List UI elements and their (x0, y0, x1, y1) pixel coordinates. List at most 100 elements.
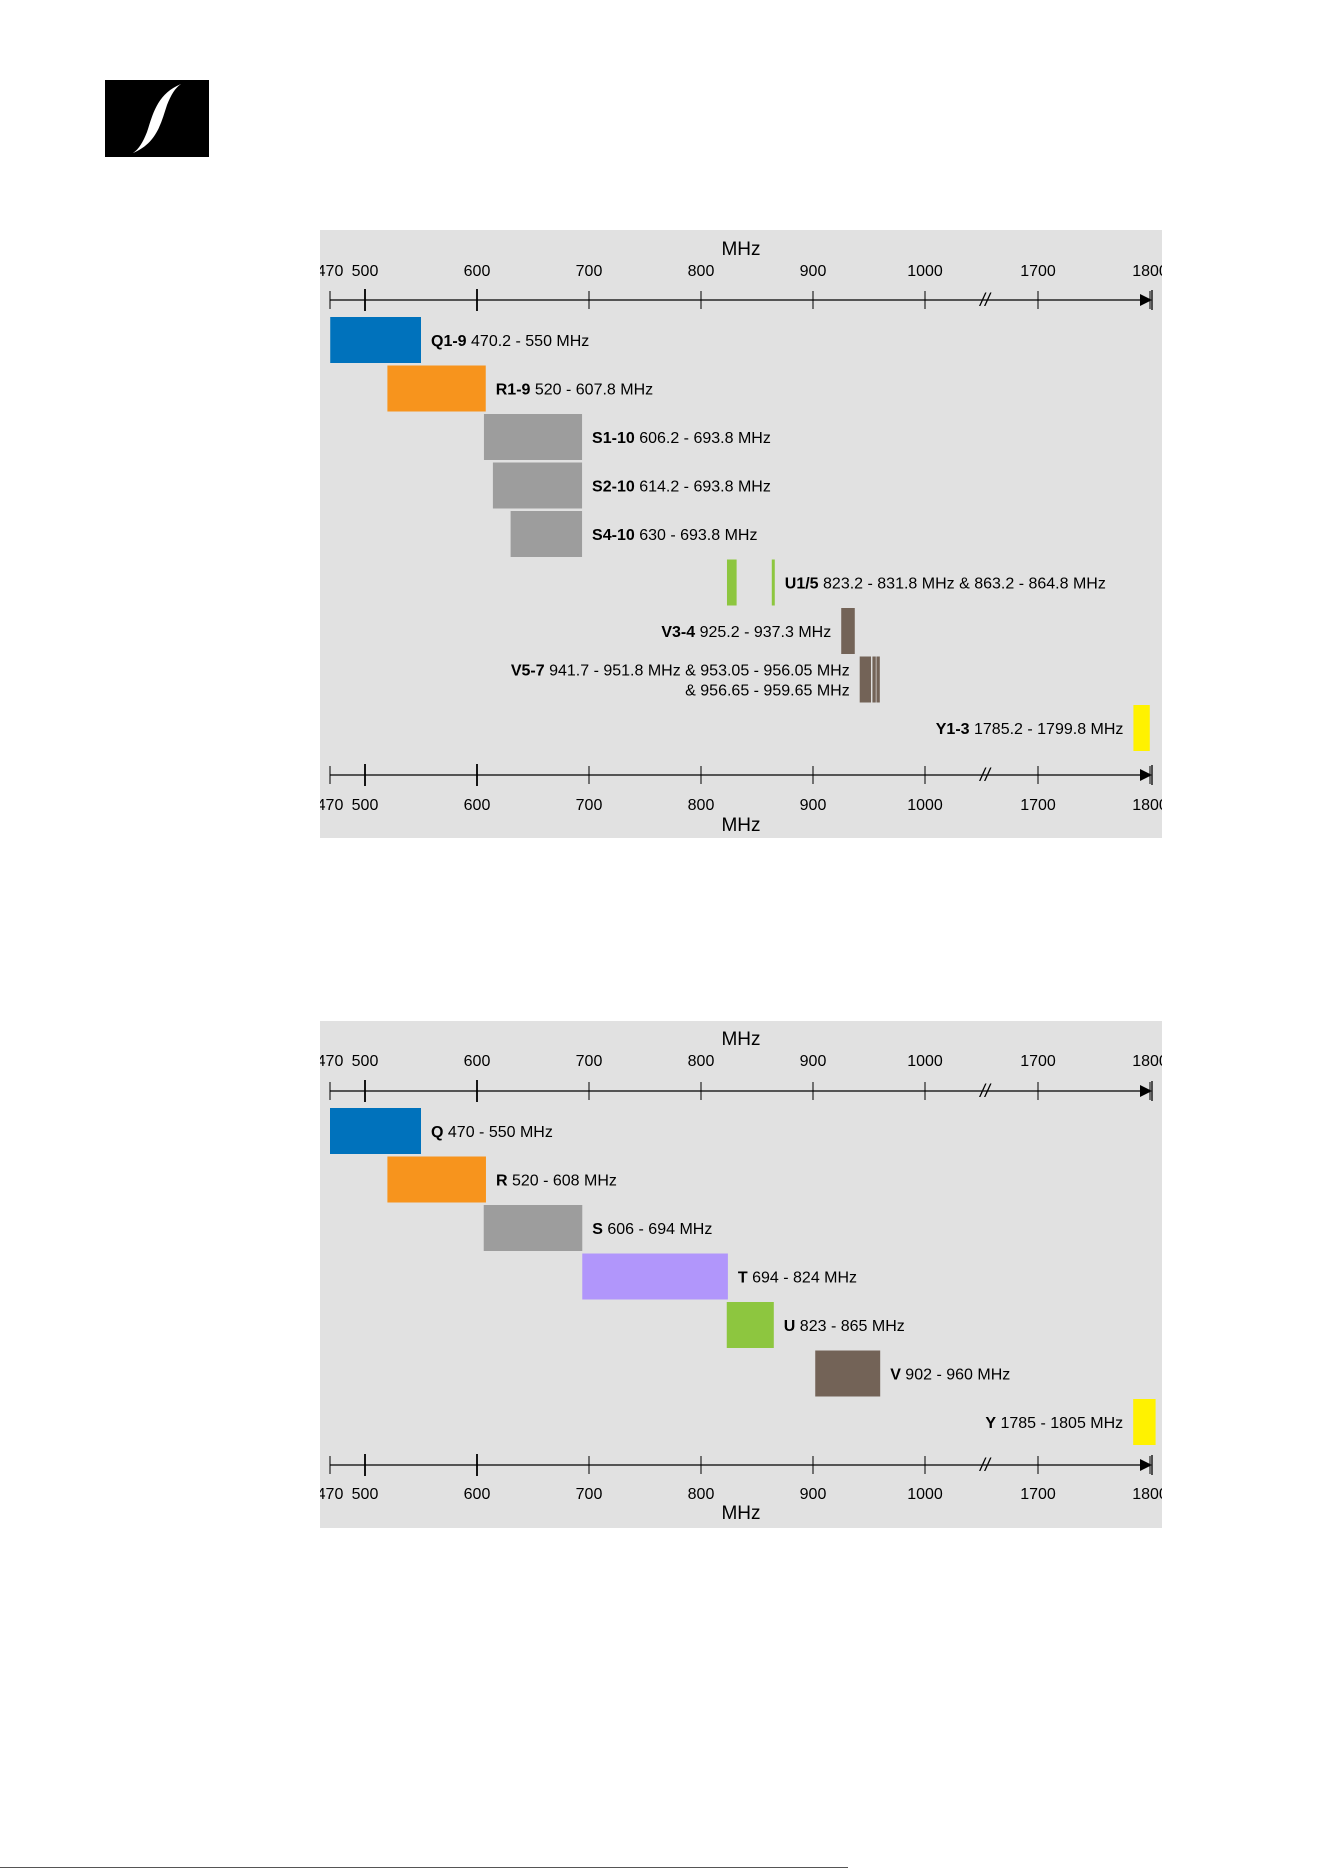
band-label: Y1-3 1785.2 - 1799.8 MHz (936, 721, 1124, 738)
band-range: 614.2 - 693.8 MHz (635, 479, 771, 496)
axis-unit-label: MHz (721, 239, 760, 260)
band-q: Q 470 - 550 MHz (330, 1108, 553, 1154)
frequency-range-chart-detailed: 470 500 600 700 800 900 1000 1700 1800 // MHz 470 50… (320, 230, 1162, 838)
band-bar (387, 1156, 486, 1203)
band-label: T 694 - 824 MHz (738, 1270, 857, 1287)
band-s2-10: S2-10 614.2 - 693.8 MHz (492, 462, 771, 509)
band-bar (492, 462, 583, 509)
tick-label: 600 (464, 1486, 491, 1503)
tick-label: 700 (576, 1053, 603, 1070)
chart-canvas: 470 500 600 700 800 900 1000 1700 1800 // MHz 470 50… (320, 1029, 1162, 1524)
band-range: 823.2 - 831.8 MHz & 863.2 - 864.8 MHz (819, 576, 1106, 593)
band-v: V 902 - 960 MHz (815, 1350, 1010, 1397)
band-label: S4-10 630 - 693.8 MHz (592, 527, 757, 544)
band-bar (726, 559, 737, 606)
band-q1-9: Q1-9 470.2 - 550 MHz (330, 317, 589, 363)
band-range: 630 - 693.8 MHz (635, 527, 758, 544)
tick-label: 500 (352, 263, 379, 280)
band-label: R 520 - 608 MHz (496, 1173, 617, 1190)
tick-label: 470 (320, 263, 343, 280)
band-name: Q1-9 (431, 333, 467, 350)
tick-label: 500 (352, 1486, 379, 1503)
axis-arrow-icon (1140, 769, 1152, 781)
band-label: U 823 - 865 MHz (784, 1318, 905, 1335)
band-name: Y (985, 1415, 996, 1432)
band-label: Y 1785 - 1805 MHz (985, 1415, 1123, 1432)
band-name: U1/5 (785, 576, 819, 593)
axis-break-marker: // (978, 1081, 992, 1101)
tick-label: 470 (320, 1053, 343, 1070)
tick-label: 1700 (1020, 1486, 1056, 1503)
band-range: 606.2 - 693.8 MHz (635, 430, 771, 447)
band-name: Q (431, 1124, 443, 1141)
tick-label: 1800 (1132, 1053, 1162, 1070)
tick-label: 1800 (1132, 797, 1162, 814)
band-bar (483, 414, 583, 460)
tick-label: 470 (320, 1486, 343, 1503)
band-y1-3: Y1-3 1785.2 - 1799.8 MHz (936, 705, 1150, 751)
footer-divider (0, 1867, 848, 1868)
axis-unit-label: MHz (721, 1029, 760, 1050)
band-label: Q 470 - 550 MHz (431, 1124, 553, 1141)
axis-break-marker: // (978, 765, 992, 785)
tick-label: 600 (464, 263, 491, 280)
band-range: 694 - 824 MHz (748, 1270, 857, 1287)
tick-label: 700 (576, 263, 603, 280)
band-name: R (496, 1173, 508, 1190)
tick-label: 1700 (1020, 797, 1056, 814)
band-range: 470 - 550 MHz (443, 1124, 552, 1141)
band-range: 941.7 - 951.8 MHz & 953.05 - 956.05 MHz (545, 663, 850, 680)
frequency-axis: 470 500 600 700 800 900 1000 1700 1800 // MHz (320, 1454, 1162, 1524)
band-bar (1133, 705, 1150, 751)
band-range: 823 - 865 MHz (795, 1318, 904, 1335)
band-bar (815, 1350, 881, 1397)
band-name: S2-10 (592, 479, 635, 496)
band-bar (510, 511, 583, 557)
band-name: U (784, 1318, 796, 1335)
band-range: 470.2 - 550 MHz (467, 333, 590, 350)
axis-unit-label: MHz (721, 1503, 760, 1524)
axis-arrow-icon (1140, 1085, 1152, 1097)
band-r1-9: R1-9 520 - 607.8 MHz (387, 365, 653, 412)
band-v3-4: V3-4 925.2 - 937.3 MHz (661, 608, 855, 654)
band-bar (771, 559, 775, 606)
tick-label: 500 (352, 797, 379, 814)
band-label: V5-7 941.7 - 951.8 MHz & 953.05 - 956.05… (511, 663, 850, 680)
tick-label: 1700 (1020, 263, 1056, 280)
band-label: S1-10 606.2 - 693.8 MHz (592, 430, 771, 447)
band-range: 520 - 608 MHz (508, 1173, 617, 1190)
chart-canvas: 470 500 600 700 800 900 1000 1700 1800 // MHz 470 50… (320, 239, 1162, 836)
tick-label: 800 (688, 1486, 715, 1503)
tick-label: 900 (800, 1486, 827, 1503)
band-range-continued: & 956.65 - 959.65 MHz (685, 683, 850, 700)
frequency-axis: 470 500 600 700 800 900 1000 1700 1800 // MHz (320, 764, 1162, 836)
band-name: V (890, 1367, 901, 1384)
band-t: T 694 - 824 MHz (582, 1253, 857, 1300)
tick-label: 500 (352, 1053, 379, 1070)
band-r: R 520 - 608 MHz (387, 1156, 617, 1203)
tick-label: 900 (800, 1053, 827, 1070)
band-name: V5-7 (511, 663, 545, 680)
band-name: R1-9 (496, 382, 531, 399)
axis-break-marker: // (978, 290, 992, 310)
band-name: T (738, 1270, 748, 1287)
tick-label: 900 (800, 263, 827, 280)
band-bar (859, 656, 872, 703)
band-bar (330, 1108, 421, 1154)
band-label: R1-9 520 - 607.8 MHz (496, 382, 653, 399)
band-bar (876, 656, 880, 703)
band-bar (1133, 1399, 1156, 1445)
band-label: V3-4 925.2 - 937.3 MHz (661, 624, 831, 641)
frequency-range-chart-overview: 470 500 600 700 800 900 1000 1700 1800 // MHz 470 50… (320, 1021, 1162, 1528)
band-name: S1-10 (592, 430, 635, 447)
tick-label: 700 (576, 797, 603, 814)
band-s: S 606 - 694 MHz (483, 1205, 712, 1251)
tick-label: 800 (688, 1053, 715, 1070)
band-range: 1785 - 1805 MHz (996, 1415, 1123, 1432)
band-name: V3-4 (661, 624, 695, 641)
tick-label: 800 (688, 797, 715, 814)
tick-label: 1000 (907, 797, 943, 814)
band-range: 1785.2 - 1799.8 MHz (970, 721, 1124, 738)
tick-label: 1000 (907, 263, 943, 280)
axis-arrow-icon (1140, 1459, 1152, 1471)
